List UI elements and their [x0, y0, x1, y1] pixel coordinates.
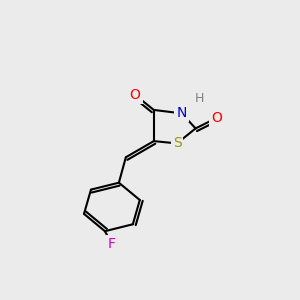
Text: H: H — [194, 92, 204, 105]
Text: F: F — [108, 237, 116, 251]
Text: O: O — [130, 88, 141, 102]
Text: O: O — [211, 111, 222, 125]
Text: S: S — [172, 136, 182, 150]
Text: N: N — [176, 106, 187, 120]
